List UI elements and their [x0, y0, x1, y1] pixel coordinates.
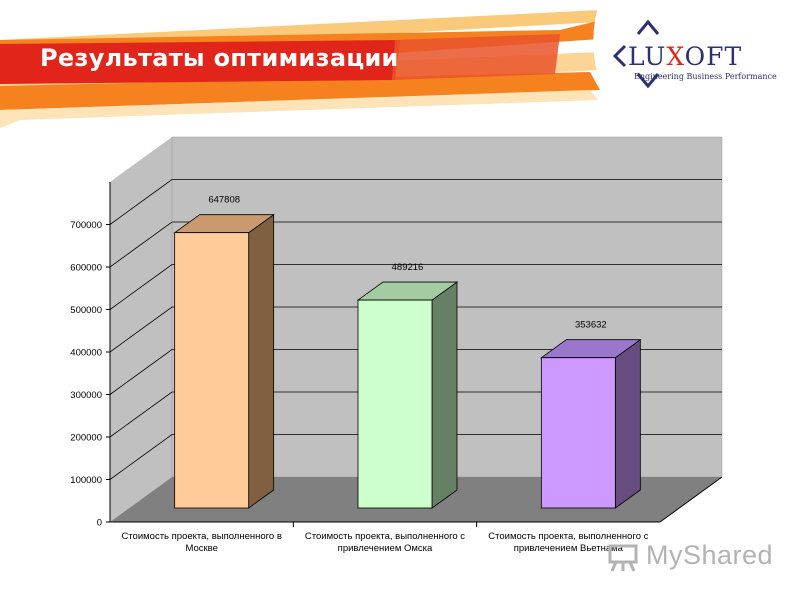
- logo-word-x: X: [666, 42, 685, 71]
- x-tick-label: Стоимость проекта, выполненного с привлеч…: [292, 531, 478, 555]
- y-tick-label: 0: [97, 518, 102, 529]
- logo-chevrons-icon: [612, 19, 660, 89]
- chart-bars: [173, 213, 642, 509]
- logo-word-right: OFT: [684, 42, 743, 71]
- slide-title: Результаты оптимизации: [40, 44, 399, 72]
- x-tick-label: Стоимость проекта, выполненного с привлеч…: [475, 531, 661, 555]
- bar: [173, 213, 275, 509]
- bar-front: [540, 357, 616, 509]
- gridline: [109, 221, 722, 268]
- gridline: [109, 264, 722, 310]
- y-tick-label: 400000: [70, 348, 102, 359]
- floor-edge: [659, 476, 723, 523]
- watermark-text: MyShared: [646, 540, 774, 570]
- x-tick-label-line: привлечением Вьетнама: [513, 543, 623, 554]
- x-tick-label-line: Стоимость проекта, выполненного в: [121, 531, 282, 542]
- logo-tagline: Engineering Business Performance: [634, 72, 777, 81]
- x-tick-label-line: Стоимость проекта, выполненного с: [488, 531, 649, 542]
- watermark-icon: [608, 544, 638, 572]
- bar-side: [614, 338, 641, 509]
- data-label: 489216: [392, 262, 424, 273]
- gridline: [109, 306, 722, 353]
- gridline: [109, 434, 722, 480]
- chart-labels: 647808 489216 353632: [208, 195, 606, 331]
- bar-side: [431, 281, 458, 509]
- gridline: [109, 349, 722, 395]
- logo-wordmark: LUXOFT: [628, 42, 742, 71]
- logo-word-left: LU: [628, 42, 667, 71]
- y-tick-label: 700000: [70, 220, 102, 231]
- x-tick-label-line: Стоимость проекта, выполненного с: [304, 531, 466, 542]
- data-label: 353632: [575, 320, 607, 331]
- x-tick-label: Стоимость проекта, выполненного в Москве: [109, 531, 295, 555]
- bar-front: [174, 232, 250, 509]
- y-tick-label: 500000: [70, 305, 102, 316]
- gridline: [109, 179, 722, 225]
- header-banner: [0, 0, 800, 130]
- chart-gridlines: [109, 179, 722, 480]
- data-label: 647808: [208, 195, 240, 206]
- chart-axes: 0 100000 200000 300000 400000 500000 600000 700…: [70, 182, 723, 529]
- gridline: [109, 391, 722, 438]
- y-tick-label: 200000: [70, 433, 102, 444]
- y-tick-label: 600000: [70, 263, 102, 274]
- x-tick-label-line: привлечением Омска: [337, 543, 433, 554]
- bar: [540, 338, 642, 509]
- bar-front: [357, 299, 433, 509]
- x-tick-label-line: Москве: [185, 543, 218, 554]
- bar: [356, 281, 459, 509]
- y-tick-label: 300000: [70, 390, 102, 401]
- y-tick-label: 100000: [70, 475, 102, 486]
- bar-side: [248, 213, 275, 509]
